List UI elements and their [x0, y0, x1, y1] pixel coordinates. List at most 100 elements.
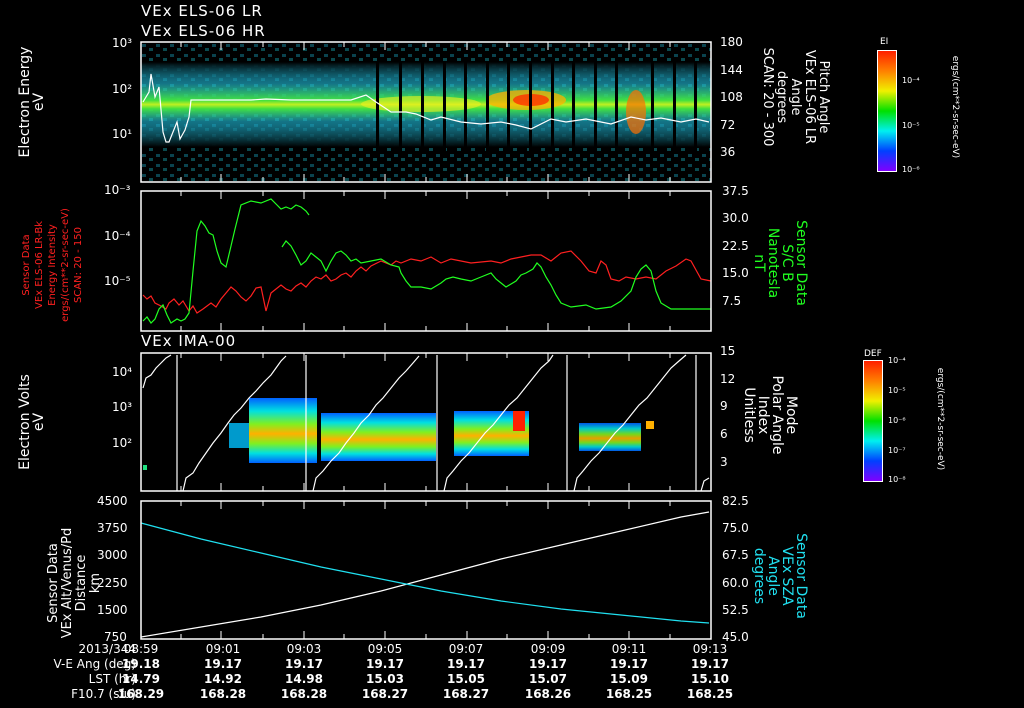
panel3-colorbar-label: DEF	[864, 349, 882, 359]
ylabel-line: Unitless	[741, 387, 757, 443]
ylabel-line: Polar Angle	[769, 375, 785, 455]
ylabel-line: Nanotesla	[765, 227, 781, 299]
f107-value: 168.26	[524, 687, 572, 701]
panel3-colorbar-tick: 10⁻⁴	[888, 356, 906, 365]
ylabel-line: SCAN: 20 - 300	[760, 47, 775, 147]
panel1-title-1: VEx ELS-06 LR	[141, 2, 263, 20]
panel1-right-tick: 108	[720, 90, 743, 104]
ylabel-line: Electron Volts	[17, 374, 33, 470]
lst-value: 14.98	[285, 672, 323, 686]
ylabel-line: Electron Energy	[17, 46, 33, 158]
panel1-right-tick: 180	[720, 35, 743, 49]
energy-intensity-line	[142, 250, 712, 314]
panel3-left-tick: 10³	[112, 400, 133, 414]
ylabel-line: S/C B	[779, 244, 795, 282]
panel3-title: VEx IMA-00	[141, 332, 237, 350]
panel2-right-tick: 7.5	[722, 294, 742, 308]
panel2-right-tick: 30.0	[722, 211, 749, 225]
f107-value: 168.28	[280, 687, 328, 701]
veang-value: 19.17	[447, 657, 485, 671]
panel2-line-plot	[140, 190, 712, 332]
panel1-left-tick: 10³	[112, 36, 133, 50]
veang-value: 19.17	[529, 657, 567, 671]
lst-value: 14.79	[122, 672, 160, 686]
ylabel-line: ergs/(cm**2-sr-sec-eV)	[60, 208, 71, 322]
ylabel-line: SCAN: 20 - 150	[73, 227, 84, 303]
panel4-left-tick: 3000	[97, 548, 128, 562]
panel3-left-tick: 10⁴	[112, 365, 133, 379]
ylabel-line: Pitch Angle	[816, 60, 831, 134]
panel2-left-tick: 10⁻⁴	[104, 229, 131, 243]
time-tick: 09:11	[611, 642, 647, 656]
ylabel-line: Distance	[74, 554, 89, 612]
panel3-right-tick: 15	[720, 344, 736, 358]
panel4-right-tick: 67.5	[722, 548, 749, 562]
ylabel-line: VEx SZA	[779, 546, 795, 606]
ylabel-line: degrees	[751, 547, 767, 605]
ylabel-line: Mode	[783, 395, 799, 435]
panel3-colorbar	[863, 360, 883, 482]
f107-value: 168.27	[442, 687, 490, 701]
ylabel-line: degrees	[774, 70, 789, 124]
panel3-colorbar-tick: 10⁻⁶	[888, 416, 906, 425]
panel3-spectrogram	[140, 352, 712, 492]
veang-value: 19.18	[122, 657, 160, 671]
panel1-spectrogram	[140, 41, 712, 183]
panel1-colorbar	[877, 50, 897, 172]
lst-value: 14.92	[204, 672, 242, 686]
panel1-colorbar-tick: 10⁻⁴	[902, 76, 920, 85]
panel3-right-tick: 3	[720, 455, 728, 469]
panel4-ylabel-left: Sensor Data VEx Alt/Venus/Pd Distance km	[46, 518, 103, 648]
panel2-right-tick: 22.5	[722, 239, 749, 253]
panel3-colorbar-tick: 10⁻⁷	[888, 446, 906, 455]
panel4-line-plot	[140, 500, 712, 640]
panel1-title-2: VEx ELS-06 HR	[141, 22, 266, 40]
panel3-right-tick: 12	[720, 372, 736, 386]
panel2-ylabel-right: Sensor Data S/C B Nanotesla nT	[751, 203, 809, 323]
f107-value: 168.25	[605, 687, 653, 701]
panel3-colorbar-units: ergs/(cm**2-sr-sec-eV)	[935, 367, 945, 471]
panel1-ylabel-left: Electron Energy eV	[17, 42, 47, 162]
panel3-ylabel-right: Mode Polar Angle Index Unitless	[741, 360, 799, 470]
veang-value: 19.17	[691, 657, 729, 671]
panel4-right-tick: 45.0	[722, 630, 749, 644]
panel4-right-tick: 82.5	[722, 494, 749, 508]
ylabel-line: Sensor Data	[21, 234, 32, 296]
panel1-left-tick: 10¹	[112, 127, 133, 141]
f107-value: 168.25	[686, 687, 734, 701]
ylabel-line: eV	[31, 92, 47, 112]
panel3-right-tick: 6	[720, 427, 728, 441]
time-tick: 09:09	[530, 642, 566, 656]
ylabel-line: nT	[751, 254, 767, 272]
panel2-right-tick: 15.0	[722, 266, 749, 280]
panel1-right-tick: 36	[720, 145, 736, 159]
panel3-left-tick: 10²	[112, 436, 133, 450]
ylabel-line: VEx Alt/Venus/Pd	[60, 527, 75, 639]
panel4-left-tick: 750	[104, 630, 127, 644]
time-tick: 09:01	[205, 642, 241, 656]
panel4-left-tick: 2250	[97, 576, 128, 590]
panel1-colorbar-tick: 10⁻⁵	[902, 121, 920, 130]
sza-line	[140, 522, 710, 624]
panel2-ylabel-left: Sensor Data VEx ELS-06 LR-Bk Energy Inte…	[20, 190, 90, 340]
panel2-right-tick: 37.5	[722, 184, 749, 198]
ylabel-line: Sensor Data	[46, 543, 61, 623]
panel3-colorbar-tick: 10⁻⁵	[888, 386, 906, 395]
panel3-right-tick: 9	[720, 399, 728, 413]
f107-value: 168.29	[117, 687, 165, 701]
lst-value: 15.07	[529, 672, 567, 686]
panel4-left-tick: 4500	[97, 494, 128, 508]
time-tick: 09:03	[286, 642, 322, 656]
panel1-colorbar-tick: 10⁻⁶	[902, 165, 920, 174]
lst-value: 15.09	[610, 672, 648, 686]
ylabel-line: VEx ELS-06 LR	[802, 49, 817, 145]
lst-value: 15.03	[366, 672, 404, 686]
time-tick: 09:07	[448, 642, 484, 656]
ylabel-line: VEx ELS-06 LR-Bk	[34, 220, 45, 310]
panel1-colorbar-units: ergs/(cm**2-sr-sec-eV)	[950, 55, 960, 159]
veang-value: 19.17	[366, 657, 404, 671]
panel1-ylabel-right: Pitch Angle VEx ELS-06 LR Angle degrees …	[760, 17, 831, 177]
ylabel-line: eV	[31, 412, 47, 432]
time-tick: 09:13	[692, 642, 728, 656]
panel1-right-tick: 72	[720, 118, 736, 132]
